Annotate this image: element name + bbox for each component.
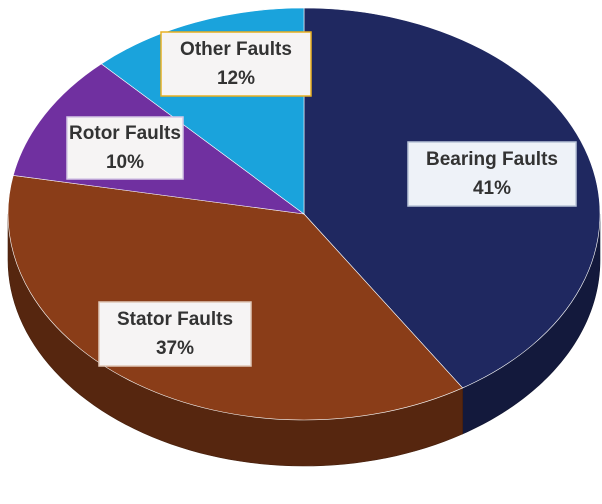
data-label: Bearing Faults 41%: [407, 141, 577, 207]
label-name: Other Faults: [180, 39, 292, 60]
label-value: 10%: [106, 152, 144, 173]
data-label: Stator Faults 37%: [98, 301, 252, 367]
label-box: [98, 301, 252, 367]
label-value: 12%: [217, 68, 255, 89]
data-label: Other Faults 12%: [160, 31, 312, 97]
label-box: [66, 116, 184, 180]
label-box: [407, 141, 577, 207]
label-name: Bearing Faults: [426, 149, 558, 170]
label-name: Stator Faults: [117, 309, 233, 330]
data-label: Rotor Faults 10%: [66, 116, 184, 180]
label-value: 37%: [156, 338, 194, 359]
label-box: [160, 31, 312, 97]
label-value: 41%: [473, 178, 511, 199]
label-name: Rotor Faults: [69, 123, 181, 144]
